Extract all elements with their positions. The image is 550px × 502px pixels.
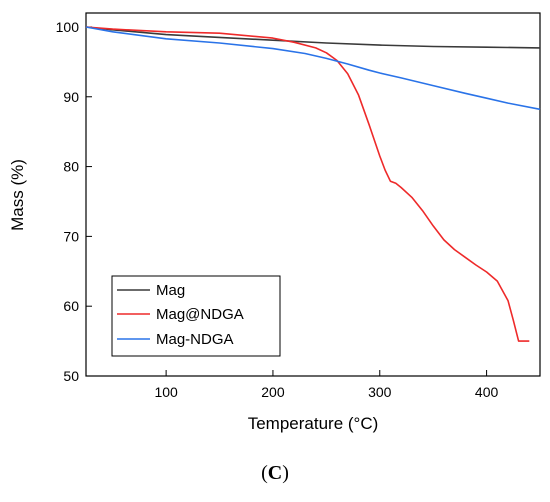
y-tick-label: 50 — [63, 368, 79, 384]
y-tick-label: 90 — [63, 89, 79, 105]
legend-label-mag-ndga-composite: Mag@NDGA — [156, 306, 244, 323]
x-tick-label: 100 — [154, 384, 178, 400]
series-line-mag-ndga-composite — [85, 26, 530, 342]
x-axis-title: Temperature (°C) — [248, 414, 379, 433]
y-tick-label: 100 — [56, 19, 80, 35]
x-tick-label: 400 — [475, 384, 499, 400]
y-axis-title: Mass (%) — [8, 159, 27, 231]
y-tick-label: 60 — [63, 298, 79, 314]
plot-frame — [85, 12, 541, 377]
panel-label: (C) — [261, 462, 289, 484]
y-tick-label: 80 — [63, 159, 79, 175]
x-tick-label: 300 — [368, 384, 392, 400]
series-line-mag-ndga — [85, 26, 541, 111]
x-tick-label: 200 — [261, 384, 285, 400]
panel-letter: C — [267, 462, 283, 484]
series-line-mag — [85, 26, 541, 49]
legend: Mag Mag@NDGA Mag-NDGA — [111, 275, 281, 357]
legend-label-mag-ndga: Mag-NDGA — [156, 331, 234, 348]
x-axis-ticks: 100 200 300 400 — [154, 370, 498, 400]
legend-label-mag: Mag — [156, 282, 185, 299]
series-lines — [85, 26, 541, 342]
y-axis-ticks: 50 60 70 80 90 100 — [56, 19, 92, 384]
y-tick-label: 70 — [63, 228, 79, 244]
